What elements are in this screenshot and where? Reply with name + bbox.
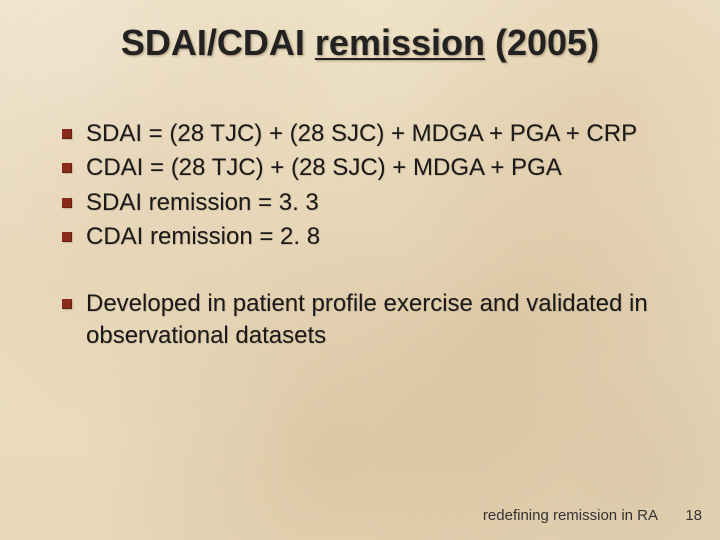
list-item-text: SDAI remission = 3. 3 [86,187,692,219]
title-underlined: remission [315,22,485,63]
list-item: CDAI = (28 TJC) + (28 SJC) + MDGA + PGA [62,152,692,184]
list-item: SDAI = (28 TJC) + (28 SJC) + MDGA + PGA … [62,118,692,150]
slide: SDAI/CDAI remission (2005) SDAI = (28 TJ… [0,0,720,540]
list-item-text: CDAI remission = 2. 8 [86,221,692,253]
list-item-text: SDAI = (28 TJC) + (28 SJC) + MDGA + PGA … [86,118,692,150]
list-item: SDAI remission = 3. 3 [62,187,692,219]
bullet-icon [62,198,72,208]
page-number: 18 [685,507,702,524]
slide-title: SDAI/CDAI remission (2005) [0,22,720,64]
bullet-icon [62,129,72,139]
list-item-text: CDAI = (28 TJC) + (28 SJC) + MDGA + PGA [86,152,692,184]
bullet-block-2: Developed in patient profile exercise an… [62,288,692,353]
list-item: Developed in patient profile exercise an… [62,288,692,353]
title-prefix: SDAI/CDAI [121,22,315,63]
list-item-text: Developed in patient profile exercise an… [86,288,692,353]
slide-content: SDAI = (28 TJC) + (28 SJC) + MDGA + PGA … [62,118,692,354]
bullet-icon [62,163,72,173]
bullet-icon [62,299,72,309]
bullet-block-1: SDAI = (28 TJC) + (28 SJC) + MDGA + PGA … [62,118,692,254]
list-item: CDAI remission = 2. 8 [62,221,692,253]
bullet-icon [62,232,72,242]
title-suffix: (2005) [485,22,599,63]
footer-text: redefining remission in RA [483,507,658,524]
